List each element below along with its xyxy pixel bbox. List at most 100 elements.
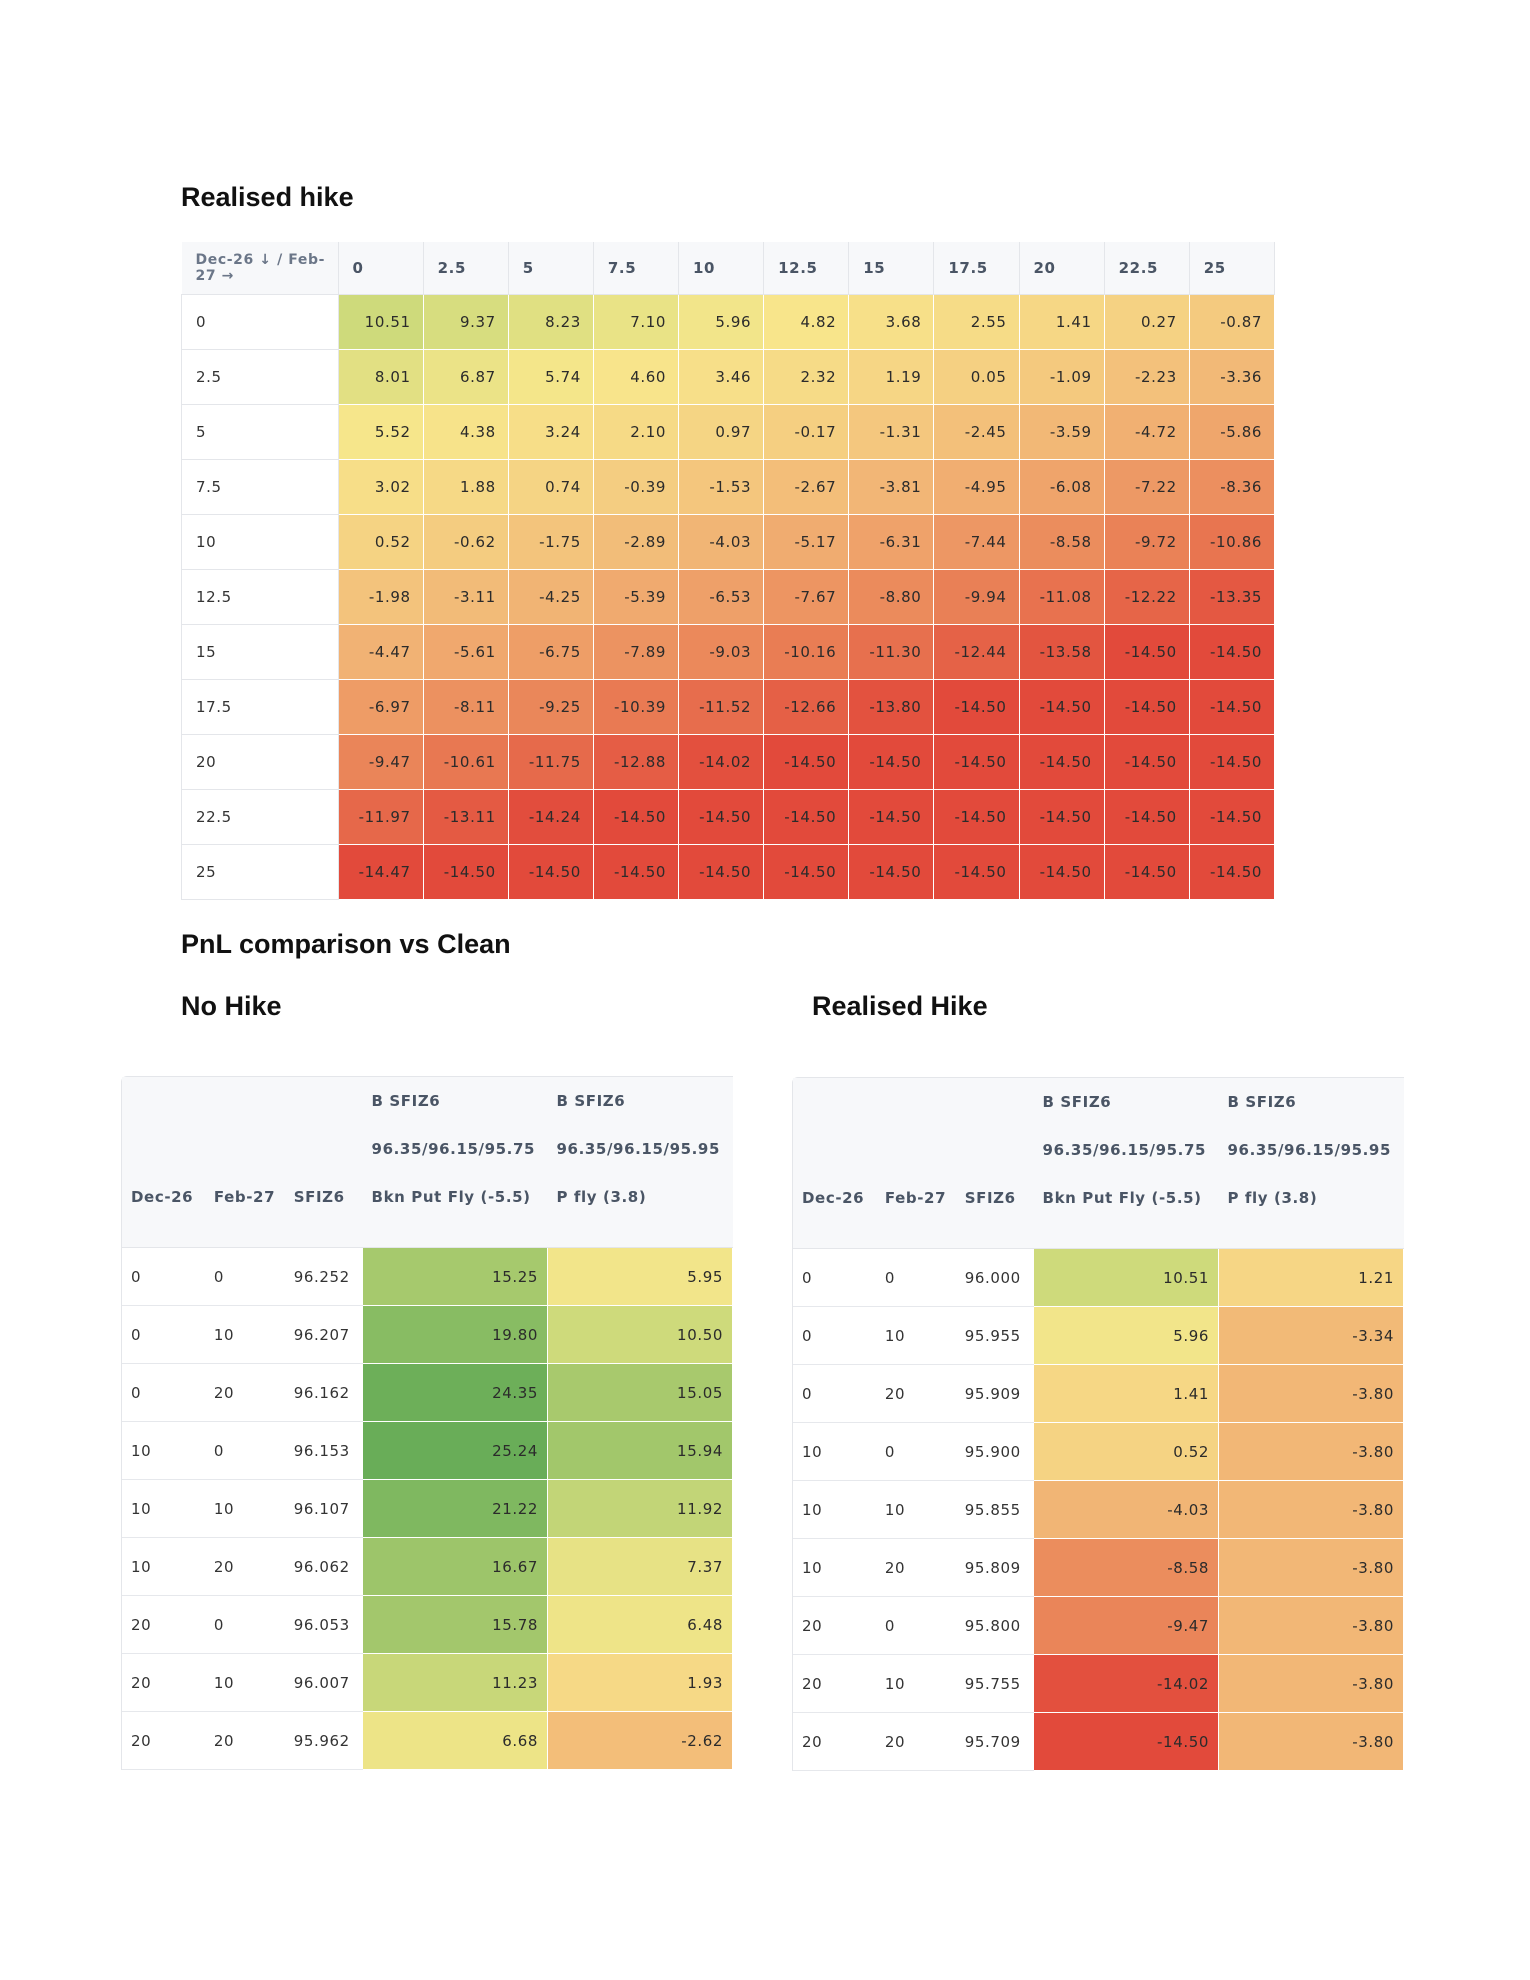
heatmap-cell: -14.50 xyxy=(763,734,850,790)
heatmap-cell: -11.97 xyxy=(338,789,424,845)
feb-27-cell: 10 xyxy=(204,1653,285,1712)
heatmap-cell: -14.47 xyxy=(338,844,424,900)
heatmap-cell: 0.97 xyxy=(678,404,765,460)
heatmap-column-header: 22.5 xyxy=(1104,242,1190,295)
sfiz6-cell: 95.800 xyxy=(955,1596,1034,1655)
bkn-put-fly-cell: -4.03 xyxy=(1033,1480,1220,1539)
heatmap-cell: 8.01 xyxy=(338,349,424,405)
p-fly-cell: 15.05 xyxy=(547,1363,733,1422)
heatmap-cell: -7.67 xyxy=(763,569,850,625)
feb-27-header: Feb-27 xyxy=(875,1078,956,1249)
heatmap-cell: -0.87 xyxy=(1189,294,1276,350)
table-row: 20 10 96.007 11.23 1.93 xyxy=(122,1653,733,1712)
heatmap-cell: -9.25 xyxy=(508,679,594,735)
feb-27-cell: 0 xyxy=(875,1248,956,1307)
sfiz6-cell: 95.900 xyxy=(955,1422,1034,1481)
table-row: 10 10 95.855 -4.03 -3.80 xyxy=(793,1480,1404,1539)
heatmap-cell: -10.16 xyxy=(763,624,850,680)
heatmap-cell: -9.94 xyxy=(933,569,1020,625)
table-row: 0 20 96.162 24.35 15.05 xyxy=(122,1363,733,1422)
heatmap-cell: -14.50 xyxy=(1104,844,1190,900)
heatmap-row-label: 7.5 xyxy=(181,459,339,515)
feb-27-cell: 10 xyxy=(204,1479,285,1538)
heatmap-cell: -14.50 xyxy=(1019,789,1105,845)
bkn-put-fly-cell: -8.58 xyxy=(1033,1538,1220,1597)
dec-26-cell: 0 xyxy=(122,1247,205,1306)
feb-27-cell: 20 xyxy=(204,1363,285,1422)
heatmap-cell: -5.39 xyxy=(593,569,680,625)
heatmap-row-label: 10 xyxy=(181,514,339,570)
heatmap-cell: -1.75 xyxy=(508,514,594,570)
heatmap-cell: -7.44 xyxy=(933,514,1020,570)
heatmap-row-label: 5 xyxy=(181,404,339,460)
heatmap-cell: -6.31 xyxy=(848,514,935,570)
dec-26-cell: 20 xyxy=(122,1711,205,1770)
sfiz6-header: SFIZ6 xyxy=(955,1078,1034,1249)
dec-26-cell: 10 xyxy=(122,1537,205,1596)
heatmap-cell: -14.50 xyxy=(848,844,935,900)
p-fly-cell: 11.92 xyxy=(547,1479,733,1538)
no-hike-table: Dec-26 Feb-27 SFIZ6 B SFIZ6 96.35/96.15/95.7… xyxy=(122,1077,733,1770)
bkn-put-fly-cell: 10.51 xyxy=(1033,1248,1220,1307)
heatmap-column-header: 2.5 xyxy=(423,242,509,295)
sfiz6-cell: 95.855 xyxy=(955,1480,1034,1539)
heatmap-cell: 0.52 xyxy=(338,514,424,570)
heatmap-cell: -1.31 xyxy=(848,404,935,460)
heatmap-cell: -11.30 xyxy=(848,624,935,680)
heatmap-cell: -14.50 xyxy=(678,844,765,900)
heatmap-cell: -2.23 xyxy=(1104,349,1190,405)
p-fly-cell: -3.80 xyxy=(1218,1538,1404,1597)
heatmap-row-label: 17.5 xyxy=(181,679,339,735)
bkn-put-fly-cell: 1.41 xyxy=(1033,1364,1220,1423)
heatmap-row: 10 0.52 -0.62 -1.75 -2.89 -4.03 -5.17 -6.31 -7.4… xyxy=(181,514,1276,570)
heatmap-cell: -6.75 xyxy=(508,624,594,680)
dec-26-cell: 20 xyxy=(122,1653,205,1712)
heatmap-cell: -13.35 xyxy=(1189,569,1276,625)
realised-hike-heatmap: Dec-26 ↓ / Feb-27 → 0 2.5 5 7.5 10 12.5 15 17.5 2… xyxy=(181,242,1276,900)
p-fly-cell: -3.80 xyxy=(1218,1712,1404,1771)
heatmap-title: Realised hike xyxy=(181,182,354,212)
table-row: 10 20 96.062 16.67 7.37 xyxy=(122,1537,733,1596)
realised-hike-table-container: Dec-26 Feb-27 SFIZ6 B SFIZ6 96.35/96.15/95.7… xyxy=(792,1077,1404,1771)
sfiz6-cell: 96.000 xyxy=(955,1248,1034,1307)
heatmap-cell: 2.32 xyxy=(763,349,850,405)
heatmap-cell: -5.17 xyxy=(763,514,850,570)
heatmap-cell: -1.09 xyxy=(1019,349,1105,405)
heatmap-row: 15 -4.47 -5.61 -6.75 -7.89 -9.03 -10.16 -11.30-… xyxy=(181,624,1276,680)
heatmap-cell: -10.86 xyxy=(1189,514,1276,570)
heatmap-cell: -3.59 xyxy=(1019,404,1105,460)
heatmap-corner-label: Dec-26 ↓ / Feb-27 → xyxy=(181,242,339,295)
heatmap-cell: -14.50 xyxy=(848,734,935,790)
heatmap-cell: -14.50 xyxy=(593,789,680,845)
p-fly-cell: 10.50 xyxy=(547,1305,733,1364)
heatmap-cell: -14.50 xyxy=(1189,844,1276,900)
p-fly-cell: 1.21 xyxy=(1218,1248,1404,1307)
heatmap-cell: 1.88 xyxy=(423,459,509,515)
heatmap-cell: -11.52 xyxy=(678,679,765,735)
p-fly-cell: 6.48 xyxy=(547,1595,733,1654)
heatmap-cell: -14.50 xyxy=(1104,679,1190,735)
heatmap-cell: -14.50 xyxy=(1104,734,1190,790)
bkn-put-fly-header: B SFIZ6 96.35/96.15/95.75 Bkn Put Fly (-5.… xyxy=(362,1077,548,1248)
heatmap-row-label: 22.5 xyxy=(181,789,339,845)
dec-26-header: Dec-26 xyxy=(793,1078,876,1249)
heatmap-cell: 8.23 xyxy=(508,294,594,350)
dec-26-cell: 10 xyxy=(793,1422,876,1481)
table-row: 10 10 96.107 21.22 11.92 xyxy=(122,1479,733,1538)
heatmap-cell: 3.24 xyxy=(508,404,594,460)
sfiz6-cell: 96.107 xyxy=(284,1479,363,1538)
table-row: 20 0 95.800 -9.47 -3.80 xyxy=(793,1596,1404,1655)
sfiz6-cell: 95.962 xyxy=(284,1711,363,1770)
sfiz6-cell: 96.053 xyxy=(284,1595,363,1654)
feb-27-cell: 10 xyxy=(875,1480,956,1539)
heatmap-cell: 2.10 xyxy=(593,404,680,460)
bkn-put-fly-cell: 24.35 xyxy=(362,1363,549,1422)
heatmap-column-header: 25 xyxy=(1189,242,1276,295)
heatmap-cell: -8.11 xyxy=(423,679,509,735)
dec-26-cell: 10 xyxy=(122,1421,205,1480)
bkn-put-fly-cell: 5.96 xyxy=(1033,1306,1220,1365)
heatmap-cell: -0.17 xyxy=(763,404,850,460)
feb-27-cell: 20 xyxy=(875,1712,956,1771)
heatmap-cell: -1.53 xyxy=(678,459,765,515)
heatmap-cell: -0.39 xyxy=(593,459,680,515)
